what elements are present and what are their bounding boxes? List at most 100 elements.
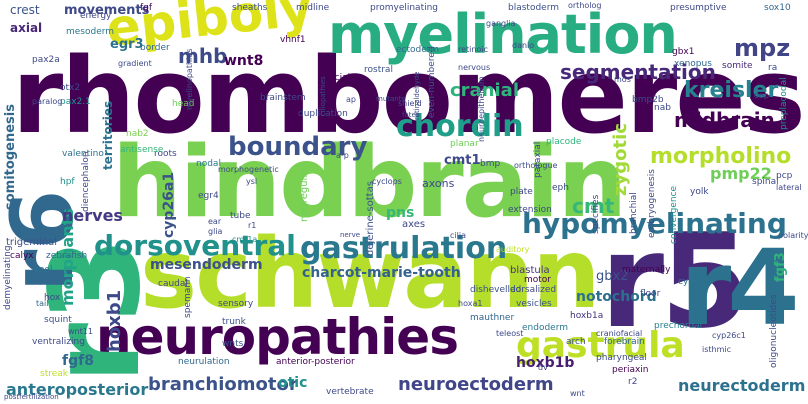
word-auditory: auditory xyxy=(496,245,530,254)
word-demyelinating: demyelinating xyxy=(3,245,13,310)
word-fgf8: fgf8 xyxy=(62,353,94,369)
word-eph: eph xyxy=(552,183,569,193)
word-vesicles: vesicles xyxy=(516,299,552,309)
word-bmp: bmp xyxy=(480,159,501,169)
word-anterior-posterior: anterior-posterior xyxy=(276,357,355,367)
word-midline: midline xyxy=(296,3,330,13)
word-cyclops: cyclops xyxy=(372,177,402,186)
word-pax2a: pax2a xyxy=(32,55,60,65)
word-blastula: blastula xyxy=(510,265,550,276)
word-facial: facial xyxy=(326,73,351,83)
word-maternally: maternally xyxy=(622,265,671,275)
word-bmp2b: bmp2b xyxy=(632,95,664,105)
word-xenopus: xenopus xyxy=(674,59,712,69)
word-planar: planar xyxy=(450,139,479,149)
word-hypomyelinating: hypomyelinating xyxy=(522,207,787,240)
word-mhb: mhb xyxy=(178,44,228,68)
word-wnts: wnts xyxy=(222,339,244,349)
word-ysl: ysl xyxy=(246,177,258,186)
word-neuroectoderm: neuroectoderm xyxy=(398,374,554,395)
word-craniofacial: craniofacial xyxy=(596,329,643,338)
word-keel: keel xyxy=(34,265,53,275)
word-postfertilization: postfertilization xyxy=(4,393,59,401)
word-preplacodal: preplacodal xyxy=(779,77,789,130)
word-shield: shield xyxy=(398,99,422,108)
word-oligonucleotides: oligonucleotides xyxy=(769,294,779,368)
word-teleost: teleost xyxy=(496,329,524,338)
word-hoxb1: hoxb1 xyxy=(104,289,125,352)
word-lateral: lateral xyxy=(776,183,802,192)
word-orthologue: orthologue xyxy=(514,161,558,170)
word-dv: dv xyxy=(538,363,548,372)
word-cmt1: cmt1 xyxy=(444,153,481,168)
word-fgf: fgf xyxy=(140,3,153,13)
word-diencephalon: diencephalon xyxy=(81,151,91,212)
word-ganglia: ganglia xyxy=(486,19,516,28)
word-branchiomotor: branchiomotor xyxy=(148,374,298,395)
word-r1: r1 xyxy=(248,221,257,230)
word-fgf3: fgf3 xyxy=(773,252,788,282)
word-morpholino: morpholino xyxy=(650,144,792,169)
word-vertebrate: vertebrate xyxy=(326,387,374,397)
word-neuregulin: neuregulin xyxy=(299,168,310,222)
word-even-numbered: even-numbered xyxy=(427,46,437,118)
word-tube: tube xyxy=(230,211,251,221)
word-pax2.1: pax2.1 xyxy=(60,97,91,107)
word-forebrain: forebrain xyxy=(604,337,645,347)
word-segmentation: segmentation xyxy=(560,60,716,84)
word-hindbrain: hindbrain xyxy=(112,126,627,240)
word-pmp22: pmp22 xyxy=(710,164,772,183)
word-promyelinating: promyelinating xyxy=(370,3,439,13)
word-cmt1a: cmt1a xyxy=(232,235,258,244)
word-ear: ear xyxy=(208,217,222,226)
word-calyx: calyx xyxy=(10,251,34,261)
word-hoxb1a: hoxb1a xyxy=(570,311,604,321)
word-ectoderm: ectoderm xyxy=(396,45,440,55)
word-neuropathies: neuropathies xyxy=(96,308,459,366)
word-energy: energy xyxy=(80,11,112,21)
word-gastrulation: gastrulation xyxy=(300,231,508,266)
word-nodal: nodal xyxy=(196,159,221,169)
word-hoxb1b: hoxb1b xyxy=(516,355,575,371)
word-schwann: schwann xyxy=(140,218,601,330)
word-movements: movements xyxy=(64,3,150,18)
word-neurulation: neurulation xyxy=(178,357,230,367)
word-nervous: nervous xyxy=(458,63,491,72)
word-crest: crest xyxy=(10,3,40,17)
word-pns: pns xyxy=(386,205,415,221)
word-branchial: branchial xyxy=(629,192,639,234)
word-extension: extension xyxy=(508,205,552,215)
word-danio: danio xyxy=(512,41,535,50)
word-paralog: paralog xyxy=(32,97,63,106)
word-cranial: cranial xyxy=(450,80,519,101)
word-nab2: nab2 xyxy=(126,129,149,139)
word-kreisler: kreisler xyxy=(684,78,779,103)
word-ortholog: ortholog xyxy=(568,1,602,10)
word-trunk: trunk xyxy=(222,317,246,327)
word-r5: r5 xyxy=(600,205,751,357)
word-presumptive: presumptive xyxy=(670,3,727,13)
word-nerves: nerves xyxy=(62,206,123,225)
word-vhnf1: vhnf1 xyxy=(280,35,306,45)
word-valentino: valentino xyxy=(62,149,104,159)
word-motor: motor xyxy=(524,275,552,285)
word-antisense: antisense xyxy=(120,145,164,155)
word-polarity: polarity xyxy=(778,231,808,240)
word-charcot-marie-tooth: charcot-marie-tooth xyxy=(302,265,461,281)
word-gbx1: gbx1 xyxy=(672,47,695,57)
word-dishevelled: dishevelled xyxy=(470,285,522,295)
word-mesoderm: mesoderm xyxy=(66,27,115,37)
word-cmt: cmt xyxy=(572,194,615,218)
word-otx2: otx2 xyxy=(60,83,81,93)
word-pcp: pcp xyxy=(776,171,793,181)
word-nerve: nerve xyxy=(340,231,361,239)
word-axons: axons xyxy=(422,177,455,190)
word-caudal: caudal xyxy=(158,279,188,289)
word-somitogenesis: somitogenesis xyxy=(3,104,18,210)
word-myelination: myelination xyxy=(328,3,678,66)
word-egr3: egr3 xyxy=(110,37,144,52)
word-retinoic: retinoic xyxy=(458,45,488,54)
word-head: head xyxy=(172,99,195,109)
word-gradient: gradient xyxy=(118,59,152,68)
